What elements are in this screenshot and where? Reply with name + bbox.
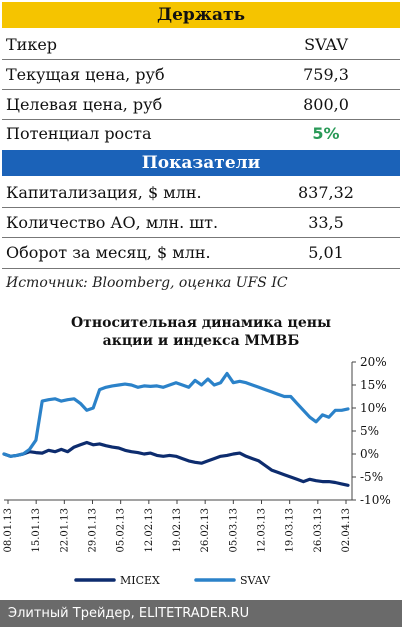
- target-price-label: Целевая цена, руб: [6, 94, 163, 114]
- footer: Элитный Трейдер, ELITETRADER.RU: [0, 600, 402, 627]
- current-price-row: Текущая цена, руб 759,3: [6, 60, 366, 88]
- upside-value: 5%: [312, 123, 340, 143]
- x-tick-label: 22.01.13: [59, 508, 70, 553]
- hold-header: Держать: [2, 2, 400, 28]
- x-tick-label: 12.03.13: [257, 508, 268, 553]
- divider: [2, 207, 400, 208]
- turnover-row: Оборот за месяц, $ млн. 5,01: [6, 238, 366, 266]
- x-tick-label: 08.01.13: [3, 508, 14, 553]
- x-tick-label: 12.02.13: [144, 508, 155, 553]
- market-cap-label: Капитализация, $ млн.: [6, 182, 202, 202]
- indicators-header: Показатели: [2, 150, 400, 176]
- legend-label-svav: SVAV: [240, 574, 271, 587]
- chart-title: Относительная динамика цены акции и инде…: [0, 314, 402, 350]
- current-price-label: Текущая цена, руб: [6, 64, 165, 84]
- y-tick-label: 0%: [360, 447, 379, 461]
- current-price-value: 759,3: [303, 64, 349, 84]
- ticker-row: Тикер SVAV: [6, 30, 366, 58]
- chart-title-line2: акции и индекса ММВБ: [102, 333, 300, 349]
- x-tick-label: 29.01.13: [88, 508, 99, 553]
- ticker-value: SVAV: [304, 34, 348, 54]
- source-note: Источник: Bloomberg, оценка UFS IC: [6, 275, 288, 291]
- chart-title-line1: Относительная динамика цены: [70, 315, 332, 331]
- y-tick-label: 20%: [360, 355, 387, 369]
- x-tick-label: 19.03.13: [285, 508, 296, 553]
- ticker-label: Тикер: [6, 34, 58, 54]
- y-tick-label: -10%: [360, 493, 391, 507]
- upside-row: Потенциал роста 5%: [6, 119, 366, 147]
- y-tick-label: 5%: [360, 424, 379, 438]
- x-tick-label: 15.01.13: [31, 508, 42, 553]
- shares-label: Количество АО, млн. шт.: [6, 212, 219, 232]
- x-tick-label: 26.02.13: [200, 508, 211, 553]
- x-tick-label: 05.02.13: [116, 508, 127, 553]
- target-price-value: 800,0: [303, 94, 349, 114]
- x-tick-label: 02.04.13: [341, 508, 352, 553]
- upside-label: Потенциал роста: [6, 123, 152, 143]
- y-tick-label: 10%: [360, 401, 387, 415]
- shares-row: Количество АО, млн. шт. 33,5: [6, 208, 366, 236]
- x-tick-label: 19.02.13: [172, 508, 183, 553]
- divider: [2, 59, 400, 60]
- turnover-value: 5,01: [308, 242, 344, 262]
- shares-value: 33,5: [308, 212, 344, 232]
- x-tick-label: 05.03.13: [228, 508, 239, 553]
- y-tick-label: -5%: [360, 470, 383, 484]
- series-line-svav: [2, 371, 350, 458]
- x-tick-label: 26.03.13: [313, 508, 324, 553]
- market-cap-value: 837,32: [298, 182, 354, 202]
- divider: [2, 237, 400, 238]
- turnover-label: Оборот за месяц, $ млн.: [6, 242, 211, 262]
- legend-label-micex: MICEX: [120, 574, 160, 587]
- market-cap-row: Капитализация, $ млн. 837,32: [6, 178, 366, 206]
- series-line-micex: [2, 440, 350, 487]
- target-price-row: Целевая цена, руб 800,0: [6, 90, 366, 118]
- y-tick-label: 15%: [360, 378, 387, 392]
- divider: [2, 268, 400, 269]
- price-chart: 20% 15% 10% 5% 0% -5% -10% 08.01.13 15.01.13 22.0…: [2, 355, 391, 587]
- divider: [2, 89, 400, 90]
- divider: [2, 119, 400, 120]
